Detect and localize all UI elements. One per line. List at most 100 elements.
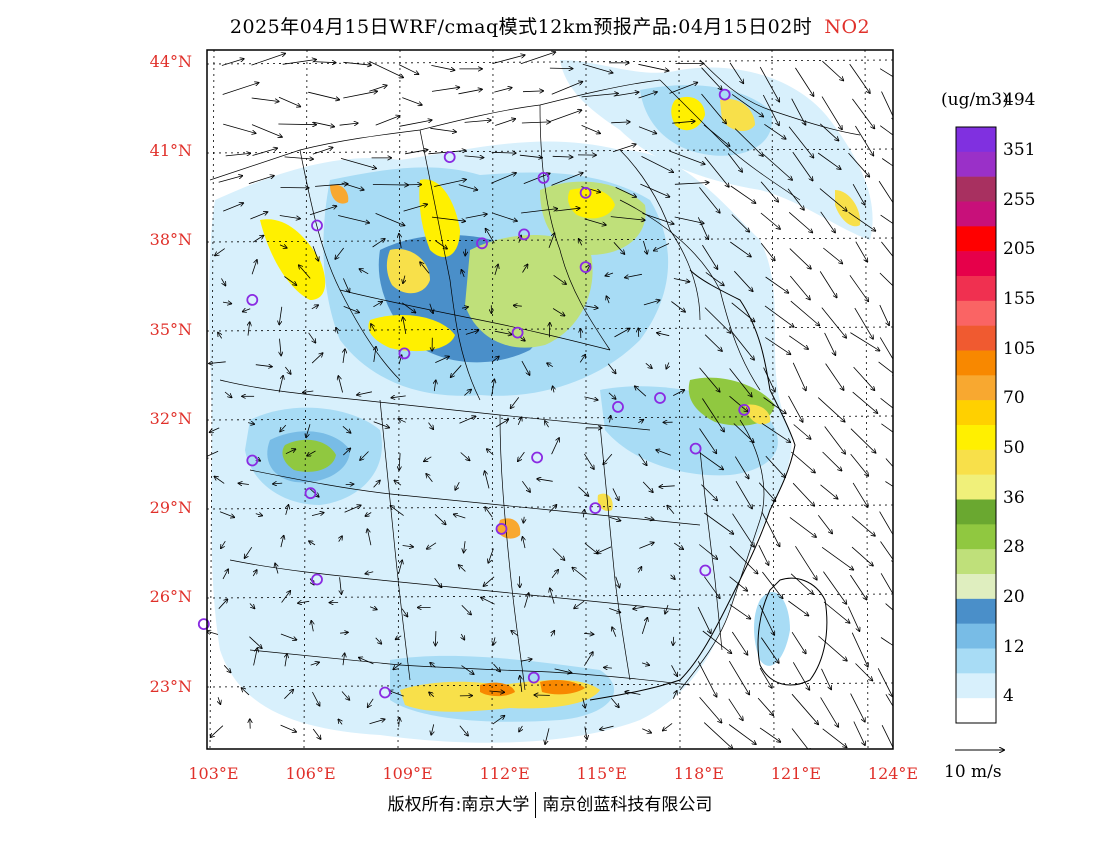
wind-vector [275, 563, 278, 574]
wind-vector [520, 52, 556, 65]
wind-vector [612, 627, 617, 637]
wind-vector [461, 665, 474, 675]
wind-vector [357, 391, 372, 395]
wind-vector [607, 363, 616, 374]
wind-vector [458, 184, 478, 190]
wind-vector [255, 365, 272, 367]
wind-vector [344, 505, 361, 513]
wind-vector [583, 510, 584, 518]
colorbar [955, 126, 997, 724]
wind-vector [704, 512, 733, 534]
wind-vector [372, 239, 385, 248]
wind-vector [701, 484, 717, 501]
wind-vector [223, 665, 230, 672]
wind-vector [552, 548, 565, 561]
wind-vector [429, 692, 435, 697]
wind-vector [255, 514, 262, 516]
wind-vector [673, 636, 674, 645]
wind-vector [313, 62, 336, 63]
lat-label: 26°N [149, 587, 192, 607]
wind-vector [641, 618, 647, 635]
map-title: 2025年04月15日WRF/cmaq模式12km预报产品:04月15日02时 N… [0, 12, 1100, 39]
wind-vector [207, 631, 219, 635]
wind-vector [790, 300, 820, 325]
wind-vector [360, 451, 369, 461]
wind-vector [489, 691, 504, 692]
wind-vector [638, 92, 657, 99]
wind-vector [431, 724, 434, 734]
colorbar-swatch [956, 350, 996, 376]
wind-vector [697, 217, 708, 239]
wind-vector [339, 123, 358, 125]
wind-vector [584, 633, 594, 634]
wind-vector [879, 125, 893, 136]
wind-vector [699, 367, 720, 392]
wind-vector [243, 309, 251, 312]
wind-vector [493, 663, 501, 672]
wind-vector [819, 271, 837, 297]
wind-vector [368, 698, 374, 707]
colorbar-swatch [956, 449, 996, 475]
wind-vector [434, 380, 436, 392]
wind-vector [339, 536, 342, 542]
wind-vector [792, 482, 814, 506]
wind-vector [308, 332, 316, 343]
wind-vector [609, 608, 620, 612]
wind-vector [821, 546, 853, 570]
wind-vector [734, 270, 752, 291]
wind-vector [428, 422, 434, 430]
wind-vector [307, 450, 316, 456]
wind-vector [613, 242, 625, 254]
wind-vector [312, 691, 319, 706]
map-frame [206, 49, 894, 750]
wind-vector [584, 396, 597, 400]
wind-vector [343, 653, 345, 666]
wind-vector [729, 368, 752, 397]
wind-vector [225, 153, 251, 157]
wind-vector [369, 607, 377, 610]
wind-vector [551, 173, 583, 186]
station-marker [443, 151, 456, 164]
wind-vector [821, 307, 846, 338]
wind-vector [878, 361, 893, 376]
wind-vector [552, 308, 565, 316]
wind-vector [426, 474, 433, 482]
wind-vector [848, 152, 870, 177]
wind-vector [308, 487, 319, 497]
copyright-footer: 版权所有:南京大学 南京创蓝科技有限公司 [0, 790, 1100, 818]
wind-vector [704, 156, 729, 187]
colorbar-swatch [956, 226, 996, 252]
wind-vector [849, 63, 870, 93]
wind-vector [789, 275, 810, 300]
lon-label: 118°E [673, 764, 724, 783]
wind-vector [492, 55, 524, 64]
wind-vector [625, 273, 642, 277]
wind-vector [734, 128, 763, 156]
wind-vector [817, 397, 845, 422]
wind-vector [455, 482, 460, 490]
wind-vector [851, 516, 875, 536]
wind-vector [788, 126, 813, 158]
wind-vector [638, 567, 641, 573]
wind-vector [730, 241, 751, 257]
wind-vector [483, 576, 495, 586]
wind-vector [458, 89, 483, 95]
lon-label: 115°E [576, 764, 627, 783]
wind-vector [579, 239, 582, 246]
wind-vector [791, 451, 815, 473]
wind-vector [284, 690, 293, 699]
wind-vector [434, 180, 466, 187]
wind-vector [312, 148, 333, 155]
station-marker [495, 523, 508, 535]
wind-vector [855, 241, 868, 262]
legend-label: 155 [1003, 288, 1036, 309]
wind-vector [665, 604, 668, 614]
wind-vector [792, 151, 813, 181]
province-borders [209, 59, 861, 691]
station-marker [579, 186, 592, 199]
wind-vector [485, 507, 493, 518]
wind-vector [451, 365, 462, 377]
wind-vector [615, 576, 620, 588]
wind-vector [847, 606, 859, 632]
wind-vector [645, 362, 652, 368]
